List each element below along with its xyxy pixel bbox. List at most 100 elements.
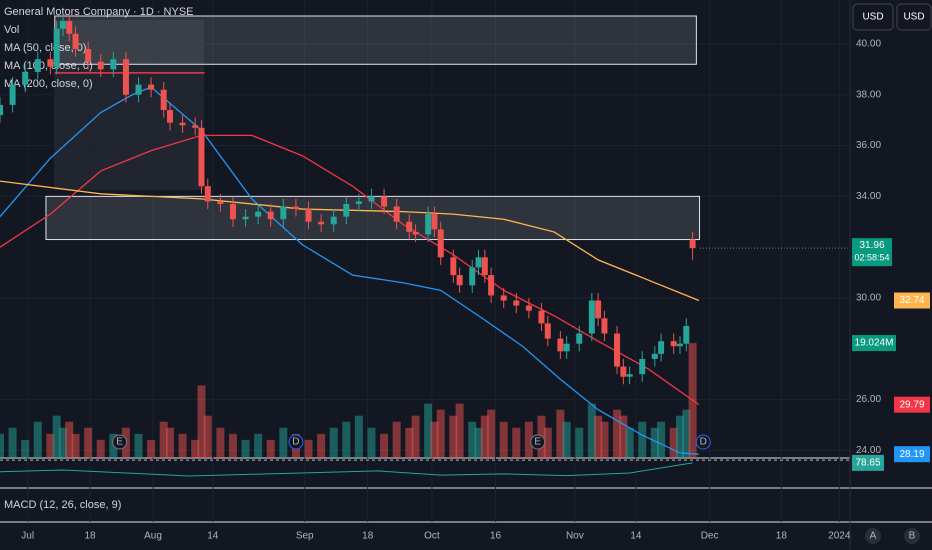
event-label: D xyxy=(700,437,707,448)
volume-bar xyxy=(33,421,42,458)
candle-body xyxy=(469,267,476,286)
volume-bar xyxy=(279,427,288,458)
volume-bar xyxy=(203,415,212,458)
volume-bar xyxy=(367,427,376,458)
candle-body xyxy=(475,257,482,268)
candle-body xyxy=(525,305,532,311)
candle-body xyxy=(160,89,167,110)
event-label: D xyxy=(292,437,299,448)
volume-bar xyxy=(58,427,67,458)
x-tick-label: Dec xyxy=(701,531,719,542)
volume-bar xyxy=(21,439,30,458)
candle-body xyxy=(393,206,400,222)
currency-button[interactable] xyxy=(896,3,932,31)
volume-bar xyxy=(436,409,445,458)
price-zone xyxy=(45,195,701,241)
currency-button-label[interactable]: USD xyxy=(862,12,883,23)
volume-bar xyxy=(562,421,571,458)
y-tick-label: 34.00 xyxy=(856,191,881,202)
volume-bar xyxy=(575,427,584,458)
y-tick-label: 26.00 xyxy=(856,394,881,405)
volume-bar xyxy=(543,427,552,458)
indicator-label: MA (50, close, 0) xyxy=(4,42,87,54)
candle-body xyxy=(66,21,73,34)
candle-body xyxy=(544,323,551,339)
volume-bar xyxy=(216,427,225,458)
volume-bar xyxy=(638,421,647,458)
log-scale-label[interactable]: B xyxy=(909,531,916,542)
event-marker xyxy=(288,434,304,450)
volume-bar xyxy=(329,427,338,458)
candle-body xyxy=(588,300,595,334)
candle-body xyxy=(305,209,312,222)
x-tick-label: Jul xyxy=(21,531,34,542)
ma-last-label: 28.19 xyxy=(899,449,924,460)
volume-bar xyxy=(304,439,313,458)
candle-body xyxy=(292,206,299,210)
x-tick-label: 18 xyxy=(84,531,96,542)
volume-bar xyxy=(424,403,433,458)
candle-body xyxy=(450,257,457,276)
y-tick-label: 24.00 xyxy=(856,445,881,456)
volume-bar xyxy=(613,409,622,458)
y-tick-label: 40.00 xyxy=(856,39,881,50)
event-marker xyxy=(530,434,546,450)
candle-body xyxy=(198,127,205,187)
volume-bar xyxy=(354,415,363,458)
candle-body xyxy=(563,343,570,352)
auto-scale-label[interactable]: A xyxy=(870,531,877,542)
candle-body xyxy=(689,239,696,249)
volume-bar xyxy=(191,439,200,458)
candle-body xyxy=(59,21,66,29)
x-tick-label: Nov xyxy=(566,531,584,542)
candle-body xyxy=(0,104,3,116)
candle-body xyxy=(651,353,658,359)
candle-body xyxy=(481,257,488,276)
volume-bar xyxy=(166,427,174,458)
candle-body xyxy=(431,214,438,230)
volume-bar xyxy=(254,433,263,458)
candle-body xyxy=(513,300,520,306)
candle-body xyxy=(670,341,677,347)
volume-bar xyxy=(84,427,93,458)
volume-bar xyxy=(669,427,678,458)
volume-bar xyxy=(449,415,458,458)
indicator-label: Vol xyxy=(4,24,19,36)
moving-average xyxy=(0,134,700,406)
volume-bar xyxy=(342,421,351,458)
log-scale-button[interactable] xyxy=(904,528,920,544)
volume-bar xyxy=(600,421,609,458)
candle-body xyxy=(9,84,16,105)
currency-button-label[interactable]: USD xyxy=(903,12,924,23)
auto-scale-button[interactable] xyxy=(865,528,881,544)
volume-bar xyxy=(524,421,533,458)
volume-bar xyxy=(468,421,477,458)
x-tick-label: 14 xyxy=(207,531,219,542)
moving-average xyxy=(0,180,700,302)
volume-bar xyxy=(682,409,691,458)
y-tick-label: 38.00 xyxy=(856,89,881,100)
candle-body xyxy=(267,211,274,220)
candle-body xyxy=(242,216,249,220)
candle-body xyxy=(122,59,129,95)
x-tick-label: 2024 xyxy=(828,531,851,542)
x-tick-label: 14 xyxy=(630,531,642,542)
chart-title: General Motors Company · 1D · NYSE xyxy=(4,6,194,18)
candle-body xyxy=(229,203,236,220)
volume-bar xyxy=(594,415,603,458)
candle-body xyxy=(595,300,602,319)
candle-body xyxy=(22,71,29,85)
candle-body xyxy=(97,61,104,70)
volume-bar xyxy=(405,427,414,458)
candle-body xyxy=(368,196,375,202)
volume-bar xyxy=(159,421,168,458)
candle-body xyxy=(148,84,155,90)
volume-bar xyxy=(0,433,4,458)
last-price: 31.96 xyxy=(859,240,884,251)
y-tick-label: 36.00 xyxy=(856,140,881,151)
x-tick-label: Aug xyxy=(144,531,162,542)
currency-button[interactable] xyxy=(852,3,894,31)
volume-bar xyxy=(499,421,508,458)
oscillator-last-label: 78.65 xyxy=(855,458,880,469)
volume-bar xyxy=(392,421,401,458)
